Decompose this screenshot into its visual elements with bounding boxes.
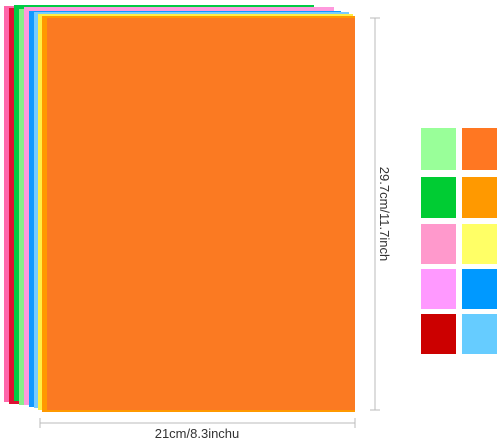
swatch [421,314,456,354]
color-swatches [421,128,497,354]
swatch [462,224,497,264]
front-sheet [47,18,355,410]
paper-stack [4,5,355,412]
swatch [421,177,456,218]
dimension-lines [39,17,380,428]
swatch [462,177,497,218]
height-label: 29.7cm/11.7inch [377,167,392,261]
swatch [421,128,456,170]
swatch [462,269,497,309]
swatch [462,128,497,170]
width-label: 21cm/8.3inchu [155,426,240,441]
swatch [462,314,497,354]
swatch [421,269,456,309]
swatch [421,224,456,264]
